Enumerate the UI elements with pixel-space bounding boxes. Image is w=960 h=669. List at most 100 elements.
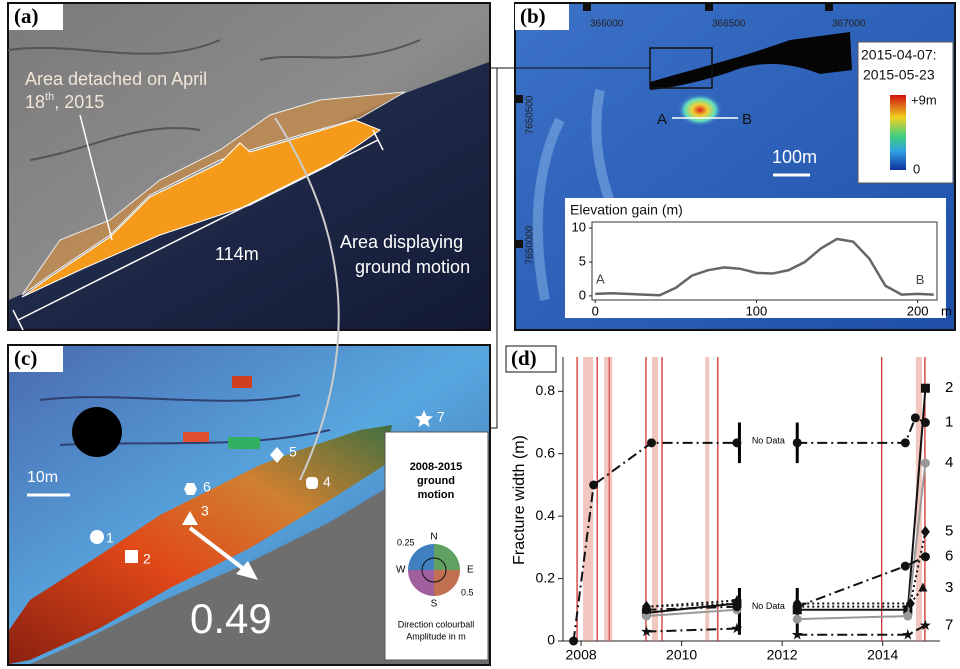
- series-line: [646, 462, 927, 621]
- point-marker: [270, 447, 284, 463]
- event-band: [705, 357, 710, 641]
- frame-tick: [515, 95, 523, 103]
- series-marker: [903, 611, 913, 621]
- colourball: [434, 570, 460, 596]
- panel-label: (a): [14, 4, 39, 28]
- series-marker: [589, 480, 599, 490]
- coord-label: 7650000: [525, 225, 536, 264]
- legend-title: 2015-05-23: [863, 67, 935, 83]
- blob: [72, 407, 122, 457]
- annotation: ground motion: [355, 257, 470, 277]
- label-box: [515, 4, 569, 30]
- crack: [7, 39, 421, 161]
- label-box: [9, 4, 63, 30]
- series-marker: [731, 622, 743, 634]
- x-tick-label: 2010: [666, 647, 697, 663]
- colourball: [434, 544, 460, 570]
- series-label: 3: [945, 579, 953, 596]
- series-line: [646, 624, 926, 636]
- panel-a: Area detached on April 18th, 2015 114m A…: [7, 2, 491, 331]
- panel-label: (c): [14, 346, 37, 370]
- dimension-end: [12, 309, 24, 331]
- series-label: 1: [945, 414, 953, 431]
- series-line: [646, 388, 927, 614]
- inset-frame: [591, 221, 938, 301]
- detached-area: [21, 91, 406, 296]
- point-marker: [184, 483, 197, 495]
- series-label: 7: [945, 616, 953, 633]
- pointer: [79, 114, 113, 241]
- no-data-label: No Data: [752, 601, 785, 611]
- coord-label: 367000: [832, 19, 866, 30]
- series-marker: [641, 605, 651, 615]
- elevation-anomaly: [678, 94, 722, 126]
- frame-tick: [705, 3, 713, 11]
- end-label: A: [596, 271, 605, 286]
- series-marker: [792, 614, 802, 624]
- x-tick-label: 2012: [767, 647, 798, 663]
- series-line: [572, 416, 926, 642]
- legend-title: 2015-04-07:: [861, 47, 937, 63]
- arrow-head: [236, 561, 258, 580]
- profile-line: [595, 237, 934, 297]
- series-label: 2: [945, 379, 953, 396]
- series-marker: [900, 561, 910, 571]
- series-marker: [792, 438, 802, 448]
- compass: W: [396, 565, 406, 576]
- colourball: [408, 544, 434, 570]
- series-marker: [920, 383, 930, 393]
- point-marker: [90, 530, 104, 544]
- x-tick-label: 2014: [867, 647, 898, 663]
- series-marker: [905, 597, 915, 610]
- point-marker: [306, 477, 318, 489]
- series-marker: [902, 628, 914, 640]
- amplitude: 0.49: [190, 595, 272, 642]
- series-line: [646, 555, 926, 611]
- ring-label: 0.25: [397, 537, 415, 547]
- panel-c: 10m 0.49 1 2 3 4 5 6 7 2008-2015 ground …: [7, 117, 491, 666]
- point-label: 6: [203, 479, 211, 495]
- panel-label: (d): [511, 346, 537, 370]
- end-label: B: [916, 272, 925, 287]
- series-marker: [920, 525, 930, 538]
- coord-label: 366000: [590, 19, 624, 30]
- annotation: Area detached on April: [25, 69, 207, 89]
- event-band: [604, 357, 613, 641]
- x-tick-label: 2008: [566, 647, 597, 663]
- point-label: 4: [323, 474, 331, 490]
- event-band: [583, 357, 594, 641]
- patch: [232, 376, 252, 388]
- annotation-day: 18: [25, 92, 45, 112]
- legend-caption: Amplitude in m: [406, 631, 466, 641]
- annotation: 18th, 2015: [25, 91, 104, 112]
- y-tick-label: 0: [547, 632, 555, 648]
- patch: [183, 432, 209, 442]
- series-marker: [900, 438, 910, 448]
- colourball-ring: [421, 557, 447, 583]
- series-marker: [732, 438, 742, 448]
- y-tick-label: 0.4: [536, 507, 556, 523]
- y-axis-label: Fracture width (m): [511, 435, 528, 565]
- ring-label: 0.5: [461, 587, 474, 597]
- inset-chart: 0 100 200 0 5 10 A Bm: [572, 220, 952, 319]
- dimension-line: [17, 139, 379, 321]
- panel-label: (b): [520, 4, 546, 28]
- x-tick-label: 0: [592, 304, 599, 319]
- inset-title: Elevation gain (m): [570, 202, 683, 218]
- y-tick-label: 0: [579, 287, 586, 302]
- compass: E: [467, 565, 474, 576]
- series-line: [646, 531, 927, 608]
- event-band: [915, 357, 922, 641]
- series-marker: [640, 625, 653, 637]
- point-label: A: [657, 111, 667, 128]
- panel-d: 2008 2010 2012 2014 0 0.2 0.4 0.6 0.8 No Data No D…: [505, 345, 953, 663]
- legend-title: ground: [417, 475, 455, 487]
- ice-shelf: [650, 32, 852, 90]
- series-marker: [920, 458, 930, 468]
- colorbar-label: +9m: [911, 92, 937, 107]
- point-marker: [125, 550, 138, 563]
- scale-label: 100m: [772, 147, 817, 167]
- series-marker: [920, 552, 930, 562]
- y-tick-label: 10: [572, 220, 586, 235]
